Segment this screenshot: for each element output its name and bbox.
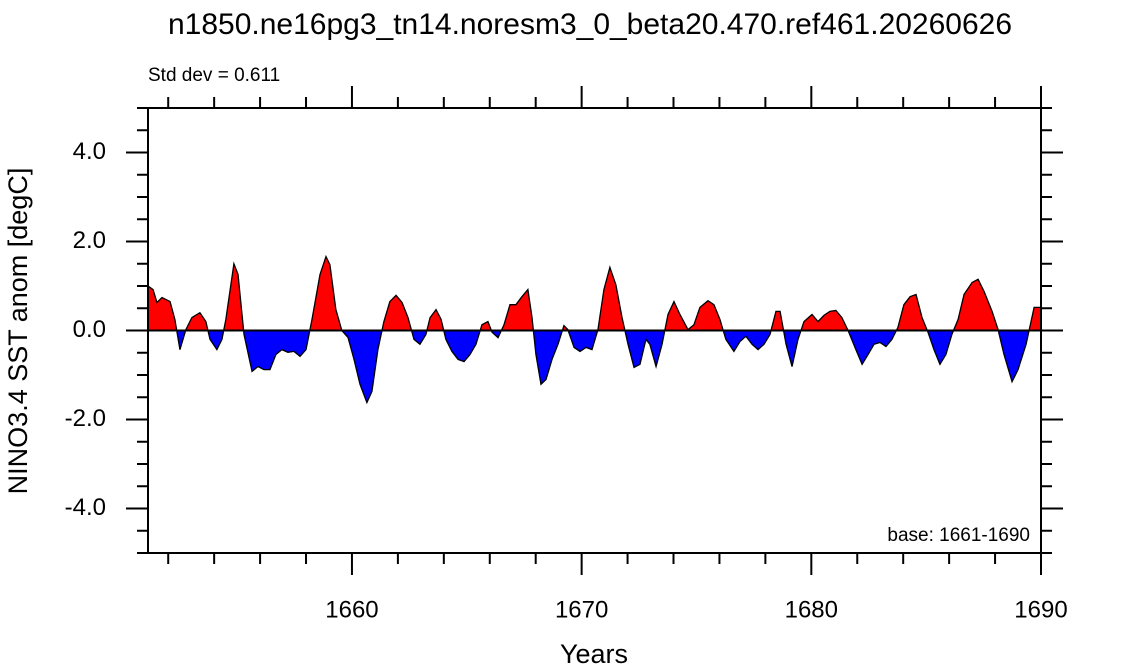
x-tick-label: 1670 [555,596,608,623]
y-tick-label: 4.0 [73,138,106,165]
y-tick-label: -4.0 [65,494,106,521]
y-axis-label: NINO3.4 SST anom [degC] [3,168,33,495]
negative-area [148,330,1041,403]
y-tick-label: -2.0 [65,405,106,432]
series-line [147,254,1041,405]
base-annotation: base: 1661-1690 [887,525,1030,546]
x-tick-label: 1690 [1014,596,1067,623]
positive-area [148,256,1041,331]
std-dev-annotation: Std dev = 0.611 [148,65,280,86]
y-tick-label: 2.0 [73,227,106,254]
x-tick-label: 1680 [785,596,838,623]
x-tick-label: 1660 [325,596,378,623]
y-tick-label: 0.0 [73,316,106,343]
chart-title: n1850.ne16pg3_tn14.noresm3_0_beta20.470.… [168,8,1012,41]
x-axis-label: Years [560,639,628,669]
